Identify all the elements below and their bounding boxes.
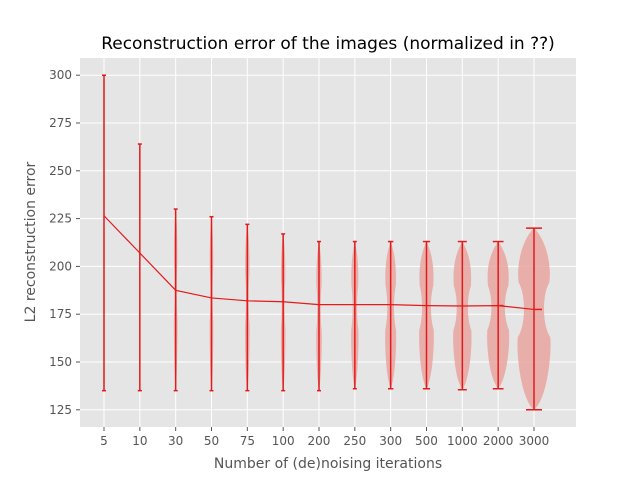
x-tick-label: 300 xyxy=(379,434,402,448)
x-tick-label: 500 xyxy=(415,434,438,448)
axis-layer: 125 150 175 200 225 250 275 300 5 10 30 50 75 100 200 2… xyxy=(49,68,549,448)
y-tick-label: 150 xyxy=(49,355,72,369)
x-tick-label: 100 xyxy=(272,434,295,448)
x-tick-label: 250 xyxy=(343,434,366,448)
x-tick-label: 50 xyxy=(204,434,219,448)
y-tick-label: 175 xyxy=(49,307,72,321)
y-tick-label: 250 xyxy=(49,164,72,178)
y-tick-label: 200 xyxy=(49,259,72,273)
mean-line-layer xyxy=(103,215,535,311)
x-tick-label: 75 xyxy=(240,434,255,448)
x-tick-label: 200 xyxy=(308,434,331,448)
x-axis-label: Number of (de)noising iterations xyxy=(214,456,442,472)
violin-layer xyxy=(102,74,551,411)
x-tick-label: 30 xyxy=(168,434,183,448)
y-tick-label: 300 xyxy=(49,68,72,82)
x-tick-label: 1000 xyxy=(447,434,478,448)
y-axis-label: L2 reconstruction error xyxy=(23,161,39,322)
y-tick-label: 125 xyxy=(49,403,72,417)
y-tick-label: 275 xyxy=(49,116,72,130)
x-tick-label: 5 xyxy=(100,434,108,448)
chart-title: Reconstruction error of the images (norm… xyxy=(101,34,555,54)
x-tick-label: 10 xyxy=(132,434,147,448)
y-tick-label: 225 xyxy=(49,212,72,226)
x-tick-label: 3000 xyxy=(519,434,550,448)
x-tick-label: 2000 xyxy=(483,434,514,448)
mean-error-line xyxy=(103,215,535,311)
